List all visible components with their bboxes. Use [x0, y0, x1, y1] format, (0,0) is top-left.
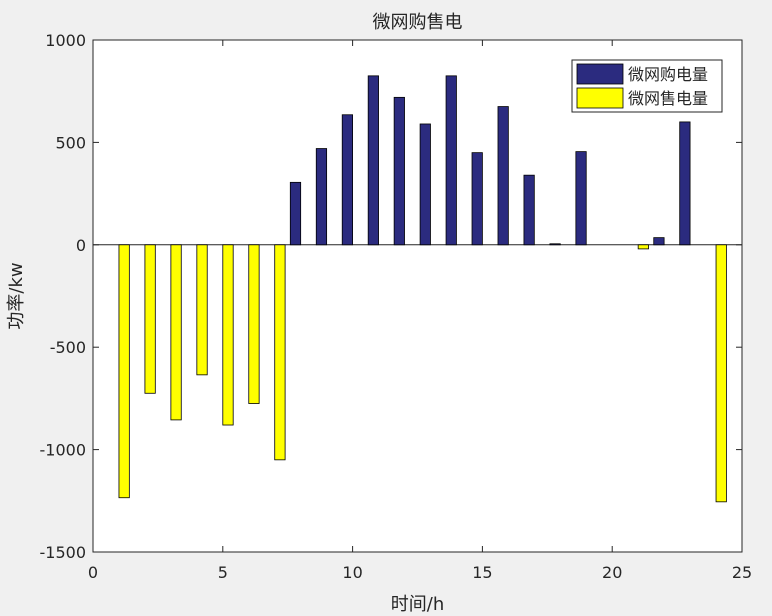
legend-label: 微网售电量 — [628, 89, 708, 108]
bar-purchase-h15 — [471, 152, 483, 246]
x-axis-title: 时间/h — [391, 594, 444, 615]
y-tick-label: -500 — [50, 338, 86, 357]
x-tick-label: 15 — [472, 563, 492, 582]
bar-purchase-h10 — [341, 114, 354, 246]
legend-label: 微网购电量 — [628, 65, 708, 84]
legend-swatch — [576, 87, 624, 109]
x-tick-label: 10 — [342, 563, 362, 582]
bar-purchase-h8 — [289, 181, 302, 246]
chart-title: 微网购售电 — [373, 12, 463, 33]
bar-sale-h2 — [144, 244, 156, 394]
bar-sale-h4 — [196, 244, 208, 376]
x-tick-label: 20 — [602, 563, 622, 582]
bar-purchase-h14 — [445, 75, 457, 246]
plot-area — [93, 40, 742, 552]
bar-sale-h6 — [248, 244, 260, 404]
bar-purchase-h16 — [497, 106, 509, 246]
bar-sale-h21 — [637, 244, 649, 250]
y-tick-label: -1000 — [40, 441, 87, 460]
bar-purchase-h23 — [679, 121, 691, 246]
bar-purchase-h22 — [653, 237, 665, 246]
y-axis-title: 功率/kw — [6, 262, 27, 329]
bar-purchase-h9 — [315, 148, 328, 246]
bar-sale-h3 — [170, 244, 182, 421]
bar-sale-h1 — [118, 244, 130, 499]
bar-purchase-h13 — [419, 123, 431, 246]
bar-purchase-h11 — [367, 75, 379, 246]
y-tick-label: 0 — [76, 236, 86, 255]
legend-swatch — [576, 63, 624, 85]
bar-purchase-h12 — [393, 96, 405, 246]
bar-purchase-h18 — [549, 243, 561, 246]
bars-layer — [118, 75, 727, 503]
bar-sale-h24 — [715, 244, 727, 503]
x-tick-label: 25 — [732, 563, 752, 582]
x-tick-label: 0 — [88, 563, 98, 582]
y-tick-label: -1500 — [40, 543, 87, 562]
ticks-layer: 0 5 10 15 20 25 -1500 -1000 -500 0 500 1000 — [40, 31, 753, 582]
bar-sale-h5 — [222, 244, 234, 426]
x-tick-label: 5 — [218, 563, 228, 582]
bar-sale-h7 — [274, 244, 286, 461]
y-tick-label: 1000 — [45, 31, 86, 50]
bar-purchase-h19 — [575, 151, 587, 246]
bar-purchase-h17 — [523, 174, 535, 246]
plot-frame — [92, 39, 743, 553]
y-tick-label: 500 — [55, 133, 86, 152]
